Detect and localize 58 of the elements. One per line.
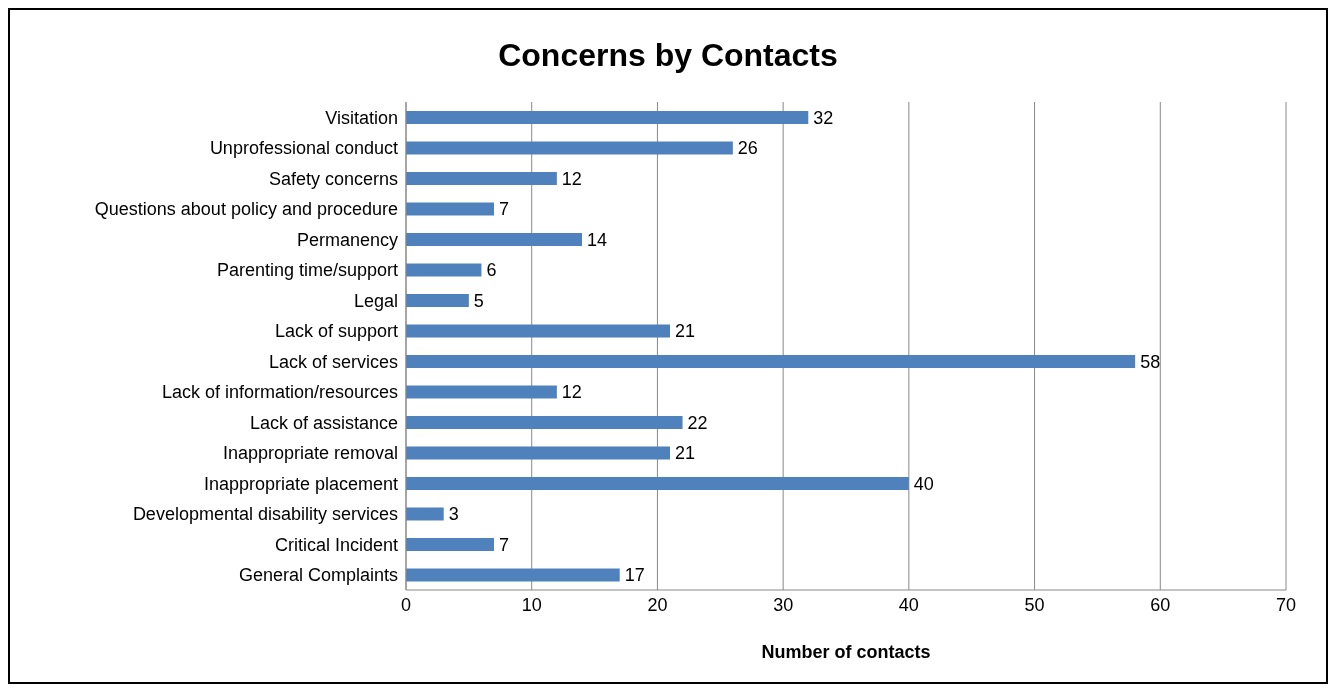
- data-label: 32: [813, 107, 834, 128]
- data-label: 5: [473, 290, 484, 311]
- bar: [406, 202, 494, 216]
- data-label: 40: [913, 473, 934, 494]
- x-tick-label: 60: [1150, 594, 1171, 615]
- bar: [406, 233, 582, 246]
- data-label: 22: [687, 412, 708, 433]
- data-label: 12: [561, 168, 582, 189]
- bar: [406, 355, 1136, 368]
- data-label: 14: [587, 229, 608, 250]
- data-label: 7: [499, 199, 510, 220]
- y-tick-label: General Complaints: [238, 565, 398, 586]
- x-tick-label: 70: [1275, 594, 1297, 615]
- bar: [406, 141, 733, 155]
- y-tick-label: Inappropriate removal: [222, 443, 398, 464]
- data-label: 21: [675, 321, 696, 342]
- bar: [406, 568, 620, 582]
- bar: [406, 172, 557, 185]
- data-label: 12: [561, 382, 582, 403]
- data-label: 7: [499, 534, 510, 555]
- x-tick-label: 20: [647, 594, 668, 615]
- x-tick-label: 10: [521, 594, 542, 615]
- bar: [406, 385, 557, 399]
- y-tick-label: Legal: [353, 290, 398, 311]
- x-tick-label: 0: [400, 594, 412, 615]
- y-tick-label: Lack of support: [274, 321, 398, 342]
- x-tick-label: 50: [1024, 594, 1045, 615]
- data-label: 3: [448, 504, 459, 525]
- bar: [406, 111, 809, 124]
- chart-title: Concerns by Contacts: [497, 35, 839, 75]
- y-tick-label: Critical Incident: [274, 534, 398, 555]
- data-label: 21: [675, 443, 696, 464]
- bar: [406, 294, 469, 307]
- x-tick-label: 40: [898, 594, 919, 615]
- x-tick-label: 30: [773, 594, 794, 615]
- y-tick-label: Safety concerns: [268, 168, 398, 189]
- bar: [406, 263, 482, 277]
- bar: [406, 416, 683, 429]
- data-label: 26: [737, 138, 758, 159]
- bar: [406, 477, 909, 490]
- data-label: 58: [1140, 351, 1161, 372]
- y-tick-label: Developmental disability services: [132, 504, 398, 525]
- bar: [406, 507, 444, 521]
- y-tick-label: Questions about policy and procedure: [94, 199, 398, 220]
- y-tick-label: Inappropriate placement: [203, 473, 398, 494]
- bar: [406, 538, 494, 551]
- y-tick-label: Lack of assistance: [249, 412, 398, 433]
- x-axis-title: Number of contacts: [761, 642, 931, 662]
- data-label: 6: [486, 260, 497, 281]
- data-label: 17: [624, 565, 645, 586]
- y-tick-label: Parenting time/support: [216, 260, 398, 281]
- y-tick-label: Lack of information/resources: [161, 382, 398, 403]
- y-tick-label: Visitation: [325, 107, 398, 128]
- bar: [406, 324, 670, 338]
- y-tick-label: Lack of services: [268, 351, 398, 372]
- bar: [406, 446, 670, 460]
- y-tick-label: Unprofessional conduct: [209, 138, 398, 159]
- y-tick-label: Permanency: [296, 229, 398, 250]
